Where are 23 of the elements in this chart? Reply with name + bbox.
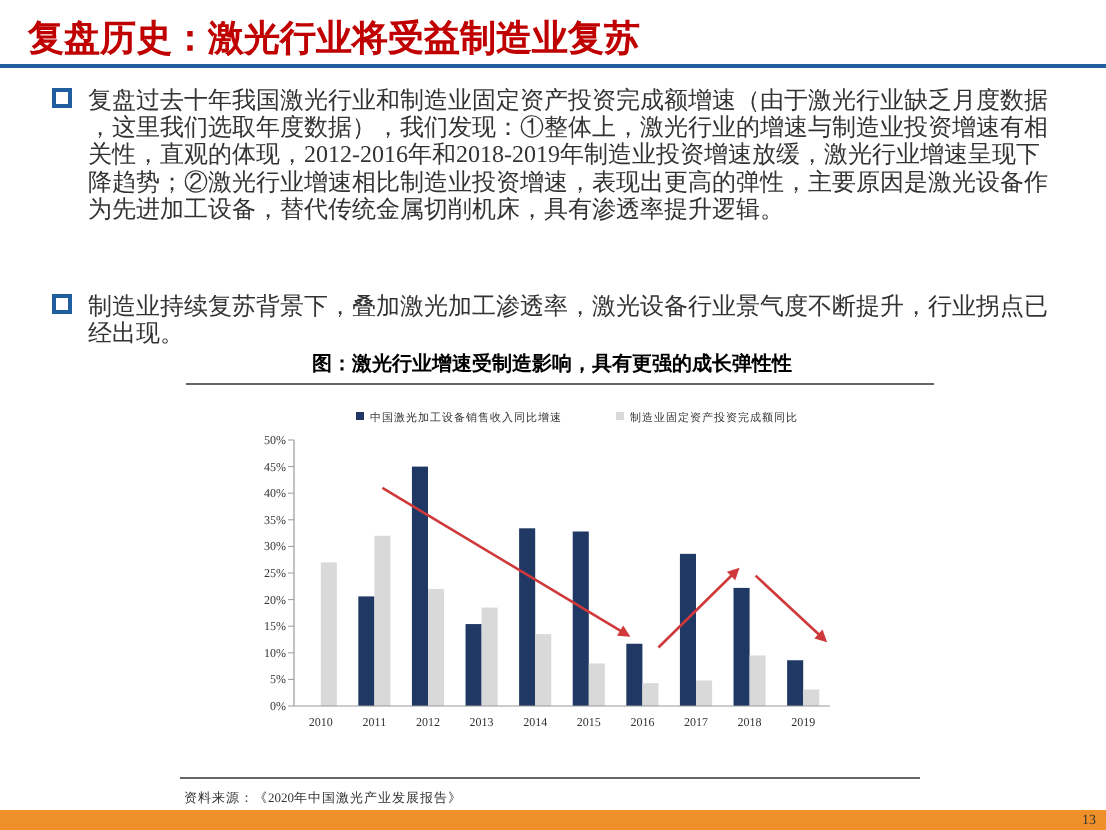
bar — [358, 596, 375, 706]
bar — [428, 588, 445, 706]
bar — [803, 689, 820, 706]
bar — [733, 587, 750, 706]
bar — [411, 466, 428, 706]
chart-subtitle: 图：激光行业增速受制造影响，具有更强的成长弹性性 — [312, 352, 792, 376]
bar — [320, 562, 337, 706]
bar — [642, 683, 659, 706]
bar — [572, 531, 589, 706]
bar — [626, 643, 643, 706]
bar — [588, 663, 605, 706]
bar — [481, 607, 498, 706]
text: 复盘过去十年我国激光行业和制造业固定资产投资完成额增速（由于激光行业缺乏月度数据，这里我们选取年度数据），我们发现：①整体上，激光行业的增速与制造业投资增速有相关性，直观的体现，2012-2016年和2018-2019年制造业投资增速放缓，激光行业增速呈现下降趋势；②激光行业增速相比制造业投资增速，表现出更高的弹性，主要原因是激光设备作为先进加工设备，替代传统金属切削机床，具有渗透率提升逻辑。 — [88, 86, 1048, 223]
bar — [535, 634, 552, 706]
bar — [374, 535, 391, 706]
bar — [696, 680, 713, 706]
text: 制造业持续复苏背景下，叠加激光加工渗透率，激光设备行业景气度不断提升，行业拐点已经出现。 — [88, 292, 1048, 348]
chart-title: 复盘历史：激光行业将受益制造业复苏 — [26, 18, 640, 58]
bar — [679, 553, 696, 706]
bar — [465, 624, 482, 706]
bar — [519, 528, 536, 706]
bar — [787, 660, 804, 706]
bar — [749, 655, 766, 706]
